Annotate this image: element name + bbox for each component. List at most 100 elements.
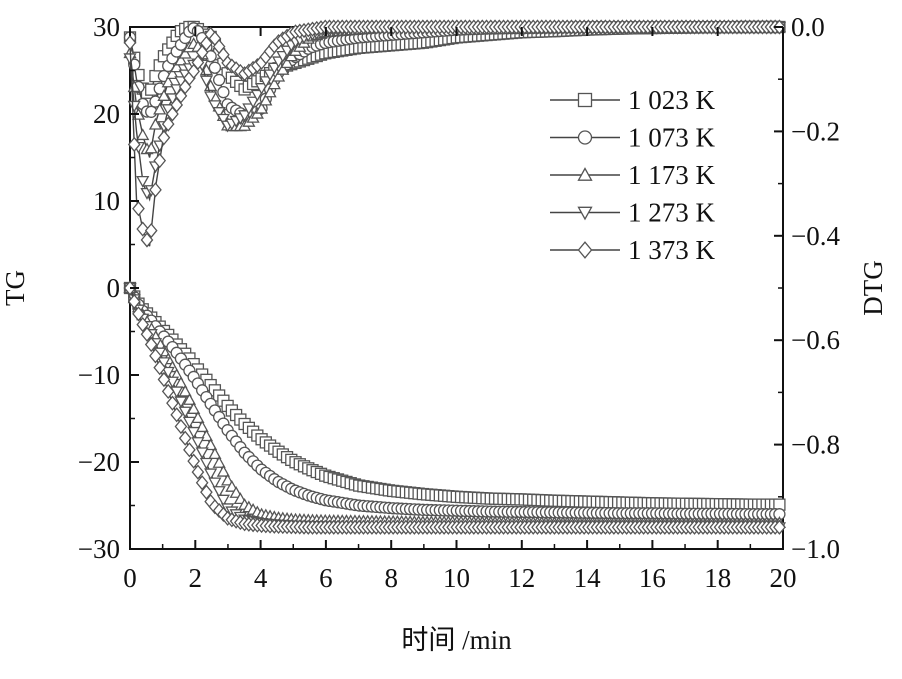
x-tick-label: 18 [704,563,731,593]
y-tick-label: 0 [107,273,121,303]
dtg-point [170,60,184,73]
dtg-point [144,141,158,154]
tg-point [132,306,145,322]
legend-label: 1 023 K [628,85,716,115]
legend-item: 1 273 K [550,198,716,228]
legend-marker-square [577,92,593,108]
legend-item: 1 073 K [550,123,716,153]
y-axis-label-tg: TG [0,270,30,306]
dtg-point [140,232,154,248]
dtg-point [217,85,230,99]
y2-tick-label: 0.0 [791,12,825,42]
dtg-point [250,89,264,102]
dtg-point [208,61,222,74]
x-axis-label: 时间 /min [401,625,512,655]
x-tick-label: 2 [189,563,203,593]
dtg-point [127,100,141,113]
tg-point [127,293,141,310]
series-layer [123,19,787,535]
y-axis-label-dtg: DTG [858,260,888,316]
tg-point [144,336,158,353]
tg-point [221,473,235,486]
legend-marker-triangle-up [577,167,593,181]
tg-point [178,406,192,419]
y-axis-dtg: 0.0 −0.2 −0.4 −0.6 −0.8 −1.0 [774,12,840,564]
y-tick-label: −20 [78,447,120,477]
tg-point [187,453,201,469]
series-diamond [123,19,786,535]
tg-point [166,395,179,411]
dtg-point [174,53,188,66]
dtg-point [136,221,150,237]
tg-point [204,468,218,481]
tg-point [216,494,230,507]
tg-point [140,326,154,342]
dtg-point [237,110,252,123]
plot-area [123,19,787,550]
y-tick-label: −30 [78,534,120,564]
tg-point [178,384,192,397]
tg-point [182,416,197,429]
legend-item: 1 173 K [550,160,716,190]
y-axis-tg: 30 20 10 0 −10 −20 −30 [78,12,139,564]
dtg-point [191,54,205,71]
dtg-point [149,182,162,198]
dtg-point [280,56,294,69]
dtg-point [254,101,269,114]
y-tick-label: 10 [93,186,120,216]
tg-point [183,442,196,458]
dtg-point [263,69,277,82]
tg-point [182,393,197,405]
dtg-point [212,107,226,119]
x-tick-label: 0 [123,563,137,593]
dtg-point [153,102,167,115]
dtg-point [276,62,290,75]
dtg-point [157,130,171,146]
y-tick-label: 20 [93,99,120,129]
dtg-point [204,91,218,104]
y2-tick-label: −0.2 [791,116,840,146]
dtg-point [254,83,269,95]
tg-point [191,437,205,450]
legend-label: 1 073 K [628,123,716,153]
y2-tick-label: −0.8 [791,430,840,460]
dtg-point [267,77,281,90]
legend-marker-diamond [577,241,593,259]
x-tick-label: 4 [254,563,268,593]
y-tick-label: −10 [78,360,120,390]
tg-point [212,455,226,468]
legend-label: 1 373 K [628,235,716,265]
dtg-point [212,73,226,87]
y-tick-label: 30 [93,12,120,42]
dtg-point [267,62,281,75]
x-tick-label: 12 [508,563,535,593]
tg-point [136,316,150,333]
tg-point [170,407,184,423]
tg-point [229,486,243,498]
x-tick-label: 8 [384,563,398,593]
legend-item: 1 373 K [550,235,716,265]
x-tick-label: 10 [443,563,470,593]
dtg-point [144,222,158,239]
tg-point [195,475,209,491]
legend-label: 1 273 K [628,198,716,228]
tg-point [199,457,214,470]
dtg-point [132,201,145,217]
tg-point [174,418,188,435]
tg-point [195,447,209,460]
dtg-point [259,76,273,89]
tg-point [204,438,218,451]
legend-marker-circle [577,130,593,145]
tg-point [174,396,188,409]
x-axis: 0 2 4 6 8 10 12 14 16 18 20 [123,27,797,593]
legend-item: 1 023 K [550,85,716,115]
dtg-point [242,103,256,116]
y2-tick-label: −0.4 [791,221,840,251]
x-tick-label: 16 [639,563,666,593]
dtg-point [165,67,180,80]
tg-point [212,486,226,498]
tg-point [208,477,222,490]
tg-point [161,366,175,379]
y2-tick-label: −0.6 [791,325,840,355]
